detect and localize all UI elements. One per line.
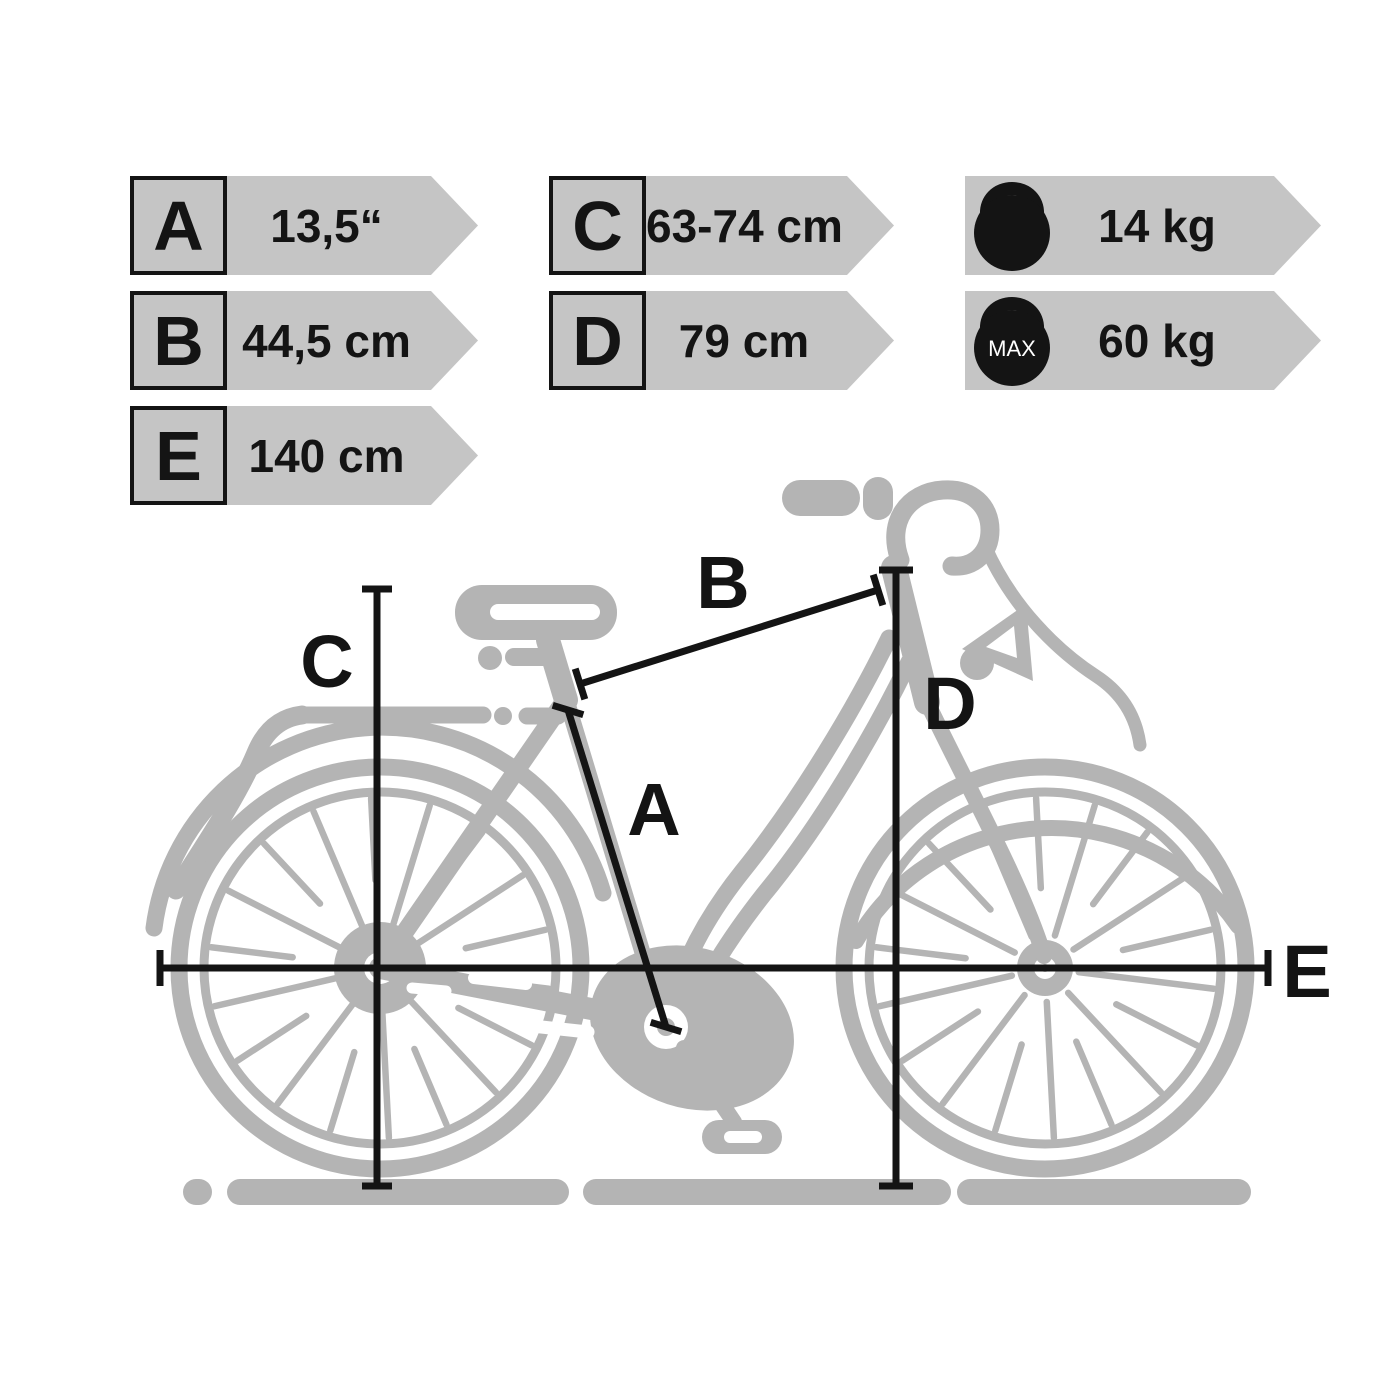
dimension-line-b (571, 573, 887, 701)
banner-e: E 140 cm (130, 406, 478, 505)
banner-e-letter: E (130, 406, 227, 505)
banner-max-weight: MAX 60 kg (965, 291, 1321, 390)
banner-c: C 63-74 cm (549, 176, 894, 275)
label-c: C (300, 620, 353, 703)
banner-d-value: 79 cm (678, 314, 810, 367)
banner-a: A 13,5“ (130, 176, 478, 275)
banner-e-value: 140 cm (248, 429, 405, 482)
banner-b: B 44,5 cm (130, 291, 478, 390)
kettlebell-icon (965, 166, 1059, 274)
brake-cable (979, 541, 1147, 752)
handlebar (782, 477, 1000, 576)
rear-fender (145, 718, 612, 937)
dimension-line-d (879, 566, 913, 1190)
front-fork (919, 694, 1052, 964)
banner-b-value: 44,5 cm (242, 314, 411, 367)
banner-b-letter: B (130, 291, 227, 390)
banner-c-letter: C (549, 176, 646, 275)
banner-a-value: 13,5“ (270, 199, 383, 252)
banner-d-letter: D (549, 291, 646, 390)
headlight (960, 604, 1033, 681)
label-b: B (696, 541, 749, 624)
dimension-lines (156, 566, 1272, 1190)
seat-post (536, 628, 578, 712)
dimension-labels: C B A D E (300, 541, 1331, 1013)
banner-a-letter: A (130, 176, 227, 275)
dimension-line-c (362, 585, 392, 1190)
label-a: A (627, 768, 680, 851)
saddle (455, 585, 617, 712)
banner-weight-value: 14 kg (1098, 199, 1216, 252)
dimension-line-a (551, 701, 683, 1036)
crank-arm (676, 1040, 742, 1130)
banner-max-weight-value: 60 kg (1098, 314, 1216, 367)
banner-weight: 14 kg (965, 176, 1321, 275)
max-badge: MAX (988, 336, 1036, 361)
banner-d: D 79 cm (549, 291, 894, 390)
kettlebell-max-icon: MAX (965, 281, 1059, 389)
frame-details (406, 972, 595, 1039)
chainguard (590, 945, 794, 1154)
label-e: E (1282, 930, 1331, 1013)
dimension-line-e (156, 950, 1272, 986)
banner-c-value: 63-74 cm (646, 199, 843, 252)
label-d: D (923, 662, 976, 745)
seat-stay (371, 694, 572, 977)
